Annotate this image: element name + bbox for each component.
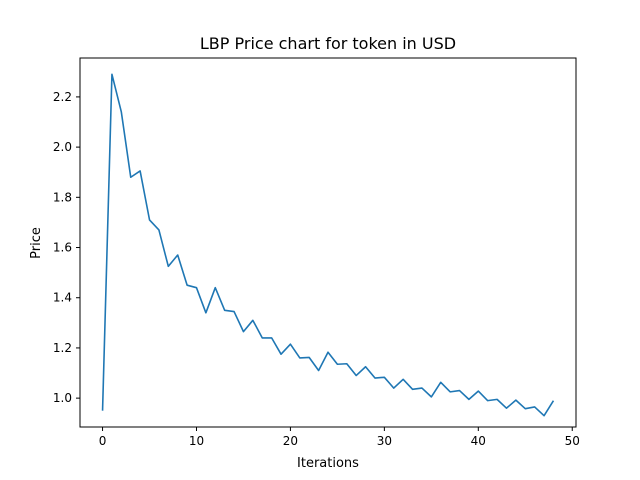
y-tick-label: 2.2: [53, 90, 72, 104]
y-tick-label: 1.4: [53, 291, 72, 305]
x-tick-label: 30: [377, 434, 392, 448]
y-tick-label: 1.8: [53, 190, 72, 204]
x-axis-label: Iterations: [297, 456, 359, 471]
x-tick-label: 10: [189, 434, 204, 448]
y-tick-label: 1.2: [53, 341, 72, 355]
axes-frame: [79, 57, 577, 428]
x-tick-label: 50: [565, 434, 580, 448]
y-axis: 1.0 1.2 1.4 1.6 1.8 2.0 2.2: [53, 90, 80, 405]
plot-area: 0 10 20 30 40 50 1.0 1.2 1.4 1.6 1.8 2.0 2.2: [53, 57, 580, 448]
x-tick-label: 20: [283, 434, 298, 448]
chart-title: LBP Price chart for token in USD: [200, 34, 456, 53]
x-tick-label: 0: [99, 434, 107, 448]
y-tick-label: 1.6: [53, 241, 72, 255]
y-axis-label: Price: [29, 227, 44, 259]
x-axis: 0 10 20 30 40 50: [99, 427, 580, 448]
y-tick-label: 2.0: [53, 140, 72, 154]
price-line: [101, 73, 555, 417]
series-layer: [101, 73, 555, 417]
y-tick-label: 1.0: [53, 391, 72, 405]
x-tick-label: 40: [471, 434, 486, 448]
